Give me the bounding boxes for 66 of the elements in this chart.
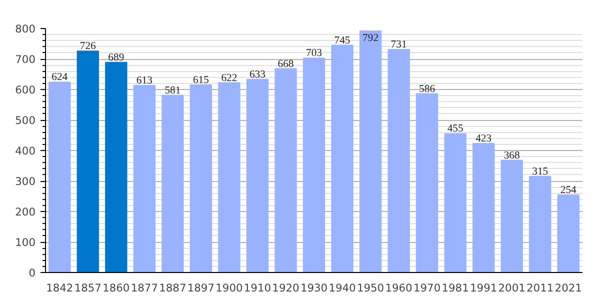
data-label: 624 — [52, 72, 68, 84]
bar — [302, 58, 326, 272]
x-tick-label: 1930 — [300, 282, 328, 294]
bar — [162, 94, 184, 272]
y-tick-label: 100 — [15, 236, 36, 249]
x-tick-label: 1842 — [46, 282, 74, 294]
data-label: 745 — [334, 35, 350, 46]
data-label: 586 — [419, 84, 436, 95]
bar — [76, 50, 99, 272]
data-label: 792 — [362, 32, 379, 44]
data-label: 703 — [306, 48, 322, 60]
data-label: 613 — [136, 76, 152, 87]
x-tick-label: 1900 — [216, 282, 243, 294]
data-label: 368 — [504, 150, 520, 162]
data-label: 726 — [80, 41, 97, 52]
data-label: 423 — [476, 133, 492, 144]
bar — [105, 62, 128, 272]
x-tick-label: 1960 — [385, 282, 413, 294]
x-tick-label: 2001 — [498, 282, 526, 294]
bar — [274, 68, 297, 272]
data-label: 581 — [164, 85, 181, 96]
y-tick-label: 500 — [15, 114, 36, 127]
x-tick-label: 1877 — [130, 282, 158, 294]
data-label: 315 — [532, 166, 548, 178]
data-label: 668 — [278, 58, 294, 70]
x-tick-label: 1897 — [187, 282, 215, 294]
y-tick-label: 300 — [15, 175, 36, 188]
data-label: 689 — [108, 52, 124, 64]
x-tick-label: 2021 — [554, 282, 582, 294]
bar — [472, 142, 495, 272]
data-label: 615 — [192, 74, 209, 86]
bar — [500, 160, 523, 272]
x-tick-label: 1940 — [328, 282, 356, 294]
bar — [48, 82, 71, 272]
bar — [218, 82, 240, 272]
x-tick-label: 2011 — [526, 282, 554, 294]
data-label: 254 — [560, 185, 578, 196]
x-tick-label: 1857 — [74, 282, 102, 294]
data-label: 731 — [390, 40, 407, 51]
y-tick-label: 0 — [28, 266, 36, 280]
bar — [246, 78, 269, 272]
bar — [359, 30, 382, 272]
bar — [331, 44, 354, 272]
x-tick-label: 1910 — [244, 282, 272, 294]
data-label: 455 — [447, 124, 464, 135]
bar — [416, 93, 438, 272]
bar — [557, 194, 580, 272]
bar — [529, 176, 552, 272]
bar — [133, 85, 156, 272]
x-tick-label: 1860 — [102, 282, 130, 294]
x-tick-label: 1887 — [159, 282, 186, 294]
bar — [388, 49, 410, 272]
y-tick-label: 400 — [15, 144, 36, 158]
x-tick-label: 1991 — [470, 282, 498, 294]
x-tick-label: 1920 — [272, 282, 300, 294]
y-tick-label: 200 — [15, 206, 36, 218]
data-label: 633 — [249, 69, 266, 80]
y-tick-label: 700 — [15, 53, 36, 66]
bar — [444, 133, 466, 272]
x-tick-label: 1981 — [442, 282, 469, 294]
data-label: 622 — [221, 72, 238, 84]
x-tick-label: 1970 — [413, 282, 441, 294]
y-tick-label: 800 — [15, 22, 36, 36]
x-tick-label: 1950 — [356, 282, 384, 294]
y-tick-label: 600 — [15, 84, 36, 96]
bar — [190, 84, 212, 272]
